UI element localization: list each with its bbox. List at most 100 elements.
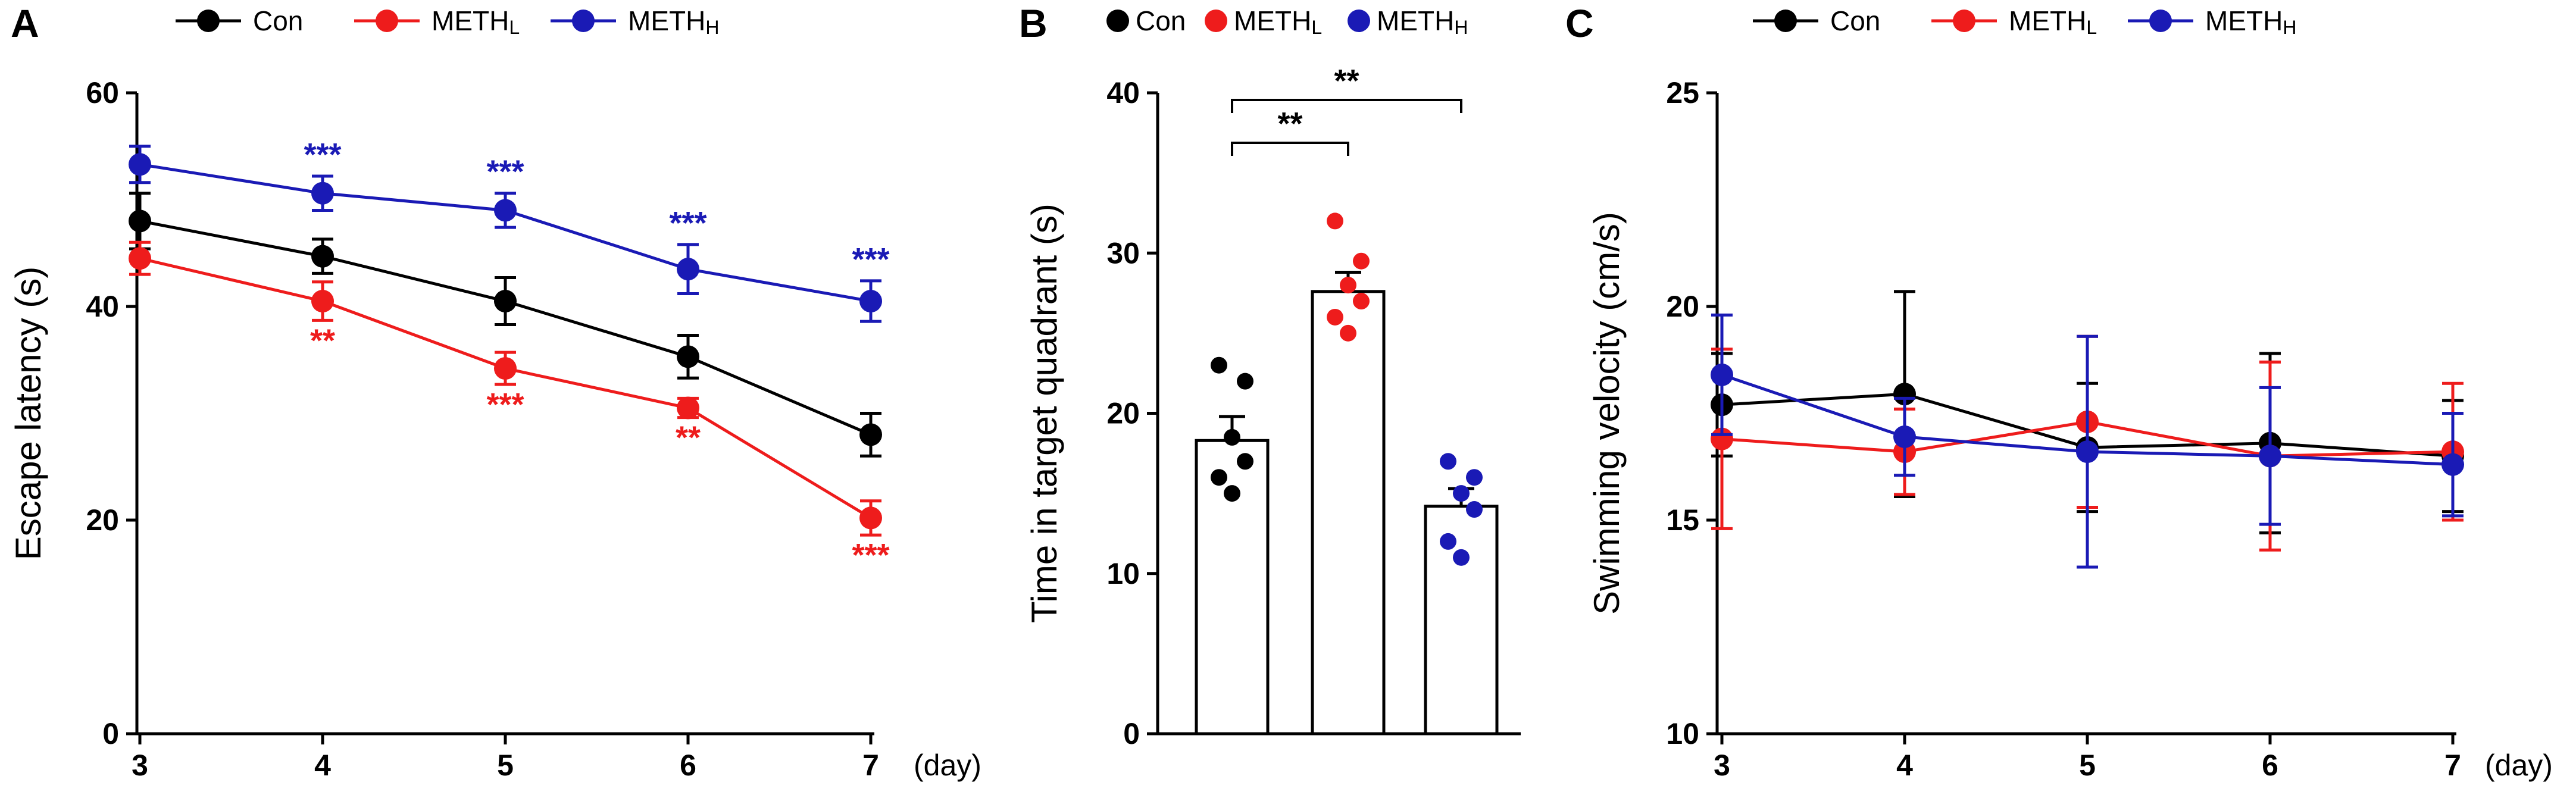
legend-marker <box>376 10 398 32</box>
dot-point <box>1237 373 1253 390</box>
legend-label: Con <box>1830 5 1880 36</box>
dot-point <box>1440 453 1456 470</box>
data-point <box>1711 363 1733 386</box>
panel-b: B 0 10 20 30 40 Time in target quadrant (s) ** *… <box>1019 1 1521 750</box>
legend: Con METHL METHH <box>1106 5 1468 38</box>
data-point <box>129 247 151 270</box>
y-tick-label: 40 <box>86 290 119 323</box>
comparison-bracket: ** <box>1231 63 1462 113</box>
legend-marker <box>1205 10 1227 32</box>
dot-point <box>1211 469 1227 486</box>
x-tick-label: 4 <box>1896 749 1913 782</box>
y-tick-label: 20 <box>1106 397 1140 430</box>
comparison-stars: ** <box>1334 63 1359 99</box>
bracket-line <box>1231 142 1349 156</box>
x-tick-label: 5 <box>2079 749 2096 782</box>
y-axis-title: Escape latency (s) <box>8 267 48 561</box>
legend-marker <box>2149 10 2172 32</box>
legend: Con METHL METHH <box>1753 5 2296 38</box>
y-axis-title: Swimming velocity (cm/s) <box>1587 212 1627 615</box>
dot-point <box>1327 212 1343 230</box>
significance-stars: ** <box>310 323 335 358</box>
legend-label: METHH <box>628 5 719 38</box>
data-point <box>677 258 699 281</box>
data-point <box>494 199 517 222</box>
x-axis-unit: (day) <box>914 749 981 782</box>
bar <box>1311 290 1386 736</box>
dot-point <box>1453 549 1470 566</box>
legend: Con METHL METHH <box>176 5 719 38</box>
dot-point <box>1340 324 1356 342</box>
legend-label: METHH <box>1377 5 1468 38</box>
y-axis-title: Time in target quadrant (s) <box>1024 204 1064 623</box>
dot-point <box>1440 533 1456 550</box>
y-tick-label: 20 <box>86 503 119 537</box>
dot-point <box>1353 252 1370 270</box>
legend-marker <box>572 10 595 32</box>
dot-point <box>1224 428 1240 446</box>
significance-stars: *** <box>304 137 341 173</box>
legend-marker <box>1348 10 1370 32</box>
panel-letter-a: A <box>11 1 39 45</box>
y-tick-label: 10 <box>1106 557 1140 590</box>
x-tick-label: 4 <box>314 749 331 782</box>
data-point <box>677 345 699 368</box>
comparison-stars: ** <box>1277 106 1302 142</box>
legend-label: METHH <box>2205 5 2296 38</box>
legend-label: Con <box>1136 5 1186 36</box>
dot-point <box>1453 485 1470 502</box>
x-tick-label: 6 <box>680 749 696 782</box>
dot-point <box>1211 356 1227 374</box>
y-tick-label: 15 <box>1666 503 1699 537</box>
bar-group-1 <box>1311 212 1386 736</box>
data-point <box>2076 440 2099 464</box>
bar <box>1424 505 1499 736</box>
dot-point <box>1224 485 1240 502</box>
y-tick-label: 30 <box>1106 236 1140 270</box>
y-tick-label: 10 <box>1666 717 1699 750</box>
legend-label: Con <box>253 5 303 36</box>
dot-point <box>1237 453 1253 470</box>
bar-group-2 <box>1424 453 1499 736</box>
dot-point <box>1340 277 1356 294</box>
y-tick-label: 0 <box>1123 717 1140 750</box>
panel-letter-c: C <box>1565 1 1594 45</box>
series-meth-h: *** *** *** *** <box>129 137 890 323</box>
x-tick-label: 6 <box>2262 749 2278 782</box>
significance-stars: *** <box>486 154 524 190</box>
data-point <box>311 245 334 268</box>
y-tick-label: 60 <box>86 76 119 109</box>
panel-c: C 10 15 20 25 Swimming velocity (cm/s) 3 4 5 6 7 (d… <box>1565 1 2553 782</box>
bar-group-0 <box>1195 356 1270 736</box>
x-tick-label: 3 <box>1714 749 1730 782</box>
dot-point <box>1466 469 1483 486</box>
series-meth-h <box>1711 313 2464 569</box>
data-point <box>859 423 882 446</box>
x-tick-label: 5 <box>497 749 514 782</box>
data-point <box>311 181 334 205</box>
data-point <box>677 396 699 420</box>
x-tick-label: 3 <box>132 749 148 782</box>
legend-marker <box>1106 10 1129 32</box>
panel-letter-b: B <box>1019 1 1048 45</box>
comparison-bracket: ** <box>1231 106 1349 156</box>
y-tick-label: 40 <box>1106 76 1140 109</box>
legend-marker <box>1774 10 1797 32</box>
dot-point <box>1353 293 1370 310</box>
significance-stars: *** <box>852 242 889 277</box>
data-point <box>859 290 882 313</box>
legend-label: METHL <box>432 5 520 38</box>
bar <box>1195 439 1270 736</box>
y-tick-label: 25 <box>1666 76 1699 109</box>
dot-point <box>1466 501 1483 518</box>
y-tick-label: 0 <box>102 717 119 750</box>
significance-stars: *** <box>486 387 524 423</box>
data-point <box>2441 453 2464 476</box>
series-con <box>129 192 882 458</box>
bracket-line <box>1231 99 1462 113</box>
legend-marker <box>197 10 220 32</box>
data-point <box>2259 445 2281 468</box>
x-tick-label: 7 <box>2444 749 2461 782</box>
